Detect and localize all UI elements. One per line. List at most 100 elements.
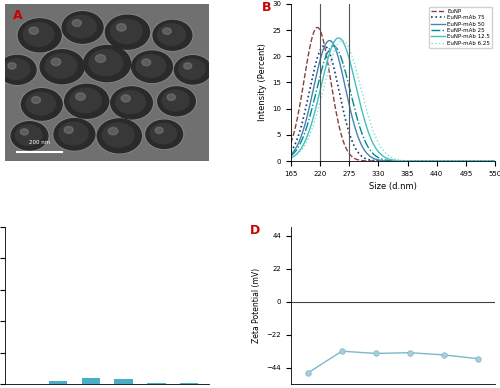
- Circle shape: [8, 62, 16, 69]
- EuNP: [448, 159, 454, 163]
- Text: B: B: [262, 1, 272, 14]
- Line: EuNP: EuNP: [291, 28, 495, 161]
- EuNP-mAb 50: [492, 159, 498, 163]
- EuNP-mAb 50: [298, 134, 304, 139]
- Circle shape: [106, 15, 150, 49]
- Circle shape: [162, 90, 189, 111]
- Circle shape: [61, 11, 104, 44]
- Circle shape: [26, 92, 56, 115]
- EuNP-mAb 6.25: [382, 150, 388, 154]
- EuNP-mAb 50: [486, 159, 492, 163]
- Circle shape: [32, 97, 40, 104]
- EuNP-mAb 75: [486, 159, 492, 163]
- EuNP-mAb 6.25: [340, 38, 345, 43]
- EuNP: [486, 159, 492, 163]
- EuNP-mAb 6.25: [448, 159, 454, 163]
- EuNP-mAb 12.5: [298, 146, 304, 151]
- EuNP-mAb 6.25: [486, 159, 492, 163]
- Circle shape: [142, 59, 151, 66]
- Circle shape: [108, 127, 118, 135]
- Circle shape: [64, 126, 73, 133]
- Circle shape: [10, 121, 49, 151]
- EuNP-mAb 6.25: [492, 159, 498, 163]
- Circle shape: [150, 123, 176, 144]
- Circle shape: [111, 87, 152, 119]
- EuNP-mAb 25: [298, 139, 304, 144]
- EuNP-mAb 25: [486, 159, 492, 163]
- EuNP-mAb 6.25: [486, 159, 492, 163]
- EuNP-mAb 50: [382, 158, 388, 163]
- Circle shape: [53, 118, 96, 151]
- EuNP-mAb 75: [321, 43, 327, 48]
- Circle shape: [116, 24, 126, 31]
- EuNP-mAb 12.5: [387, 157, 393, 162]
- Line: EuNP-mAb 25: EuNP-mAb 25: [291, 46, 495, 161]
- Circle shape: [110, 86, 154, 120]
- Circle shape: [20, 88, 63, 121]
- EuNP-mAb 12.5: [486, 159, 492, 163]
- Circle shape: [18, 19, 61, 52]
- EuNP: [382, 159, 388, 163]
- Circle shape: [23, 23, 54, 46]
- Circle shape: [39, 49, 85, 85]
- Circle shape: [146, 120, 182, 149]
- Circle shape: [18, 18, 62, 53]
- Circle shape: [116, 90, 146, 114]
- EuNP: [288, 140, 294, 145]
- Circle shape: [3, 59, 30, 80]
- Circle shape: [58, 122, 88, 145]
- EuNP-mAb 25: [330, 43, 336, 48]
- X-axis label: Size (d.nm): Size (d.nm): [369, 182, 417, 191]
- Circle shape: [153, 21, 192, 50]
- Circle shape: [20, 129, 28, 135]
- Bar: [114, 379, 132, 384]
- Circle shape: [72, 19, 82, 26]
- EuNP-mAb 50: [486, 159, 492, 163]
- Text: A: A: [13, 9, 23, 22]
- Text: 200 nm: 200 nm: [29, 140, 50, 145]
- Circle shape: [76, 93, 86, 100]
- EuNP-mAb 25: [486, 159, 492, 163]
- EuNP-mAb 12.5: [336, 36, 342, 40]
- Circle shape: [98, 119, 142, 153]
- Line: EuNP-mAb 6.25: EuNP-mAb 6.25: [291, 40, 495, 161]
- Circle shape: [136, 55, 166, 77]
- Circle shape: [121, 95, 130, 102]
- Circle shape: [162, 28, 172, 35]
- Line: EuNP-mAb 75: EuNP-mAb 75: [291, 46, 495, 161]
- EuNP: [387, 159, 393, 163]
- Circle shape: [40, 50, 84, 84]
- Circle shape: [158, 24, 186, 45]
- Bar: [180, 383, 198, 384]
- EuNP-mAb 12.5: [382, 155, 388, 159]
- EuNP-mAb 12.5: [448, 159, 454, 163]
- EuNP: [314, 25, 320, 30]
- Circle shape: [184, 63, 192, 69]
- Circle shape: [54, 119, 95, 150]
- Circle shape: [64, 84, 108, 118]
- EuNP-mAb 75: [387, 159, 393, 163]
- EuNP-mAb 25: [448, 159, 454, 163]
- EuNP-mAb 75: [288, 149, 294, 154]
- Circle shape: [82, 45, 132, 82]
- Circle shape: [51, 58, 61, 66]
- Circle shape: [155, 127, 163, 133]
- Circle shape: [102, 123, 134, 147]
- EuNP-mAb 12.5: [492, 159, 498, 163]
- EuNP-mAb 25: [492, 159, 498, 163]
- Line: EuNP-mAb 50: EuNP-mAb 50: [291, 40, 495, 161]
- Circle shape: [178, 59, 205, 80]
- EuNP-mAb 75: [298, 124, 304, 128]
- Circle shape: [64, 83, 110, 119]
- EuNP-mAb 75: [486, 159, 492, 163]
- Circle shape: [167, 94, 175, 100]
- Circle shape: [84, 45, 130, 81]
- EuNP-mAb 12.5: [486, 159, 492, 163]
- EuNP-mAb 6.25: [298, 148, 304, 153]
- Text: D: D: [250, 224, 260, 237]
- Circle shape: [70, 88, 102, 113]
- EuNP-mAb 50: [288, 152, 294, 157]
- EuNP-mAb 75: [492, 159, 498, 163]
- Circle shape: [132, 51, 172, 82]
- EuNP-mAb 75: [448, 159, 454, 163]
